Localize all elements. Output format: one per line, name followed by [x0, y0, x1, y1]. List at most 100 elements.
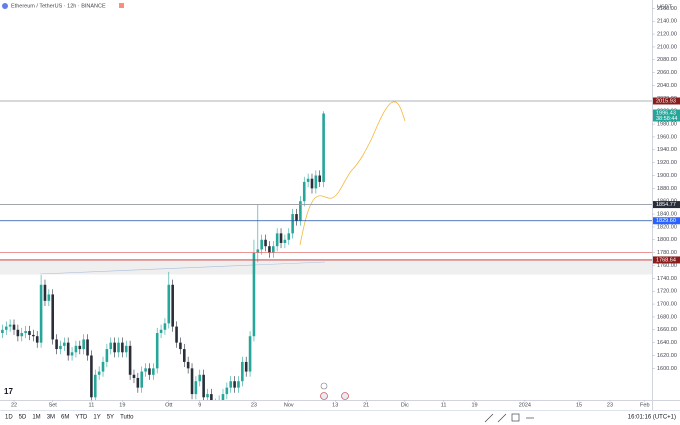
- logo: 17: [4, 387, 13, 396]
- clock: 16:01:16 (UTC+1): [628, 415, 676, 421]
- x-tick-label: 19: [119, 402, 125, 408]
- candle-body: [66, 342, 70, 356]
- range-button[interactable]: YTD: [75, 415, 88, 421]
- range-button[interactable]: Tutto: [120, 415, 134, 421]
- candle-body: [171, 284, 174, 327]
- candle-body: [16, 329, 20, 337]
- x-tick-label: 19: [471, 402, 477, 408]
- event-icon[interactable]: [341, 392, 349, 400]
- candle-body: [70, 352, 74, 356]
- range-button[interactable]: 1Y: [93, 415, 100, 421]
- candle-body: [190, 368, 194, 395]
- candle-body: [291, 214, 294, 234]
- range-button[interactable]: 3M: [47, 415, 55, 421]
- price-label-bg: [653, 217, 680, 225]
- candle-body: [194, 381, 198, 395]
- candle-body: [295, 214, 298, 221]
- event-icon[interactable]: [320, 392, 328, 400]
- y-tick-label: 1840.00: [657, 212, 677, 218]
- currency: USDT: [657, 4, 673, 10]
- x-tick-label: Feb: [640, 402, 649, 408]
- candle-body: [225, 387, 229, 395]
- candle-body: [198, 374, 202, 382]
- candle-body: [128, 345, 132, 375]
- tool-icon[interactable]: [484, 413, 494, 423]
- range-button[interactable]: 5Y: [107, 415, 114, 421]
- candle-body: [206, 394, 209, 398]
- candle-body: [74, 345, 78, 353]
- candle-body: [47, 294, 51, 301]
- candle-body: [93, 374, 97, 398]
- price-label: 2015.93: [656, 98, 676, 104]
- event-icon[interactable]: [320, 382, 328, 390]
- plot: [0, 101, 652, 407]
- y-tick-label: 1760.00: [657, 263, 677, 269]
- candle-body: [163, 323, 167, 330]
- candle-body: [322, 113, 325, 182]
- y-tick-label: 1620.00: [657, 353, 677, 359]
- candle-body: [248, 336, 252, 372]
- candle-body: [233, 381, 236, 388]
- candle-body: [210, 394, 213, 400]
- candle-body: [237, 381, 240, 388]
- countdown: 38:58:44: [656, 116, 677, 122]
- last-price: 1996.43: [656, 110, 676, 116]
- x-tick-label: 21: [363, 402, 369, 408]
- range-button[interactable]: 6M: [61, 415, 69, 421]
- drawing-tools: [484, 413, 534, 423]
- y-tick-label: 1940.00: [657, 147, 677, 153]
- y-tick-label: 2100.00: [657, 44, 677, 50]
- candle-body: [132, 374, 136, 378]
- candle-body: [260, 239, 263, 250]
- candle-body: [256, 249, 260, 253]
- candle-body: [275, 233, 279, 247]
- y-tick-label: 1960.00: [657, 134, 677, 140]
- range-button[interactable]: 5D: [19, 415, 27, 421]
- x-tick-label: Ott: [165, 402, 173, 408]
- candle-body: [101, 361, 105, 372]
- candle-body: [43, 284, 47, 301]
- tool-icon[interactable]: [511, 413, 520, 422]
- candle-body: [140, 371, 144, 388]
- y-tick-label: 1880.00: [657, 186, 677, 192]
- flag-icon[interactable]: [119, 3, 124, 8]
- candle-body: [241, 361, 244, 382]
- y-tick-label: 1660.00: [657, 327, 677, 333]
- candle-body: [229, 381, 233, 388]
- candle-body: [175, 326, 178, 343]
- x-tick-label: 13: [332, 402, 338, 408]
- x-tick-label: 23: [251, 402, 257, 408]
- y-tick-label: 1820.00: [657, 224, 677, 230]
- candle-body: [314, 175, 318, 189]
- y-tick-label: 1680.00: [657, 314, 677, 320]
- candle-body: [63, 342, 66, 346]
- price-label: 1768.64: [656, 257, 676, 263]
- candle-body: [221, 394, 225, 400]
- y-tick-label: 1920.00: [657, 160, 677, 166]
- candle-body: [152, 368, 155, 375]
- projection-curve: [299, 101, 406, 246]
- tool-icon[interactable]: [497, 413, 507, 423]
- range-button[interactable]: 1M: [32, 415, 40, 421]
- x-tick-label: 11: [441, 402, 447, 408]
- symbol-icon: [2, 3, 8, 9]
- candle-body: [244, 361, 248, 372]
- candle-body: [214, 404, 217, 407]
- y-tick-label: 1900.00: [657, 173, 677, 179]
- zone: [0, 259, 652, 275]
- x-tick-label: 22: [11, 402, 17, 408]
- x-tick-label: 23: [607, 402, 613, 408]
- candle-body: [55, 339, 58, 350]
- x-tick-label: Set: [49, 402, 58, 408]
- candle-body: [117, 342, 120, 353]
- y-tick-label: 1740.00: [657, 276, 677, 282]
- last-price-bg: [653, 109, 680, 122]
- candle-body: [86, 339, 89, 356]
- candle-body: [20, 333, 24, 337]
- candle-body: [90, 355, 93, 398]
- candle-body: [271, 246, 275, 253]
- price-label-bg: [653, 256, 680, 264]
- candle-body: [113, 342, 116, 353]
- range-button[interactable]: 1D: [5, 415, 13, 421]
